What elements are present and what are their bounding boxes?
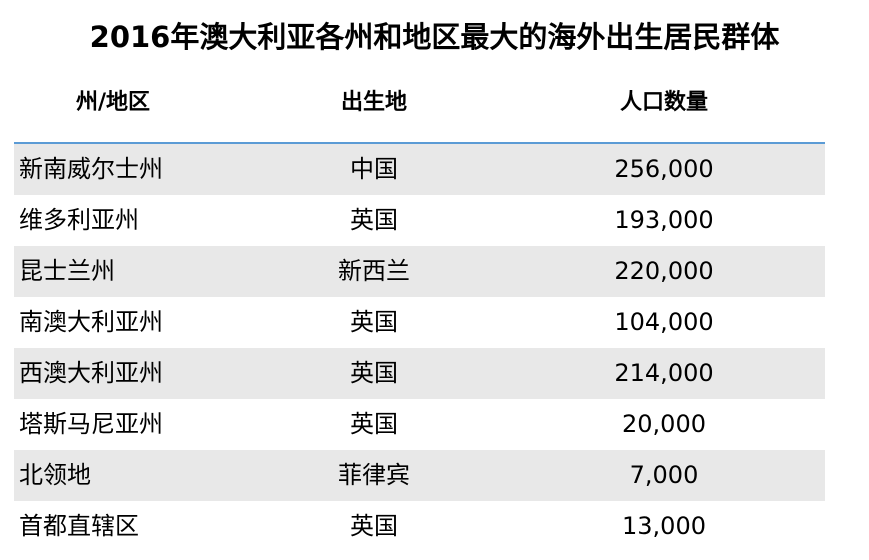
cell-population: 13,000 bbox=[622, 512, 706, 540]
cell-population: 220,000 bbox=[614, 257, 714, 285]
cell-birthplace: 新西兰 bbox=[338, 257, 410, 285]
table-row: 新南威尔士州 中国 256,000 bbox=[14, 144, 825, 195]
table-row: 西澳大利亚州 英国 214,000 bbox=[14, 348, 825, 399]
cell-region: 北领地 bbox=[19, 461, 91, 489]
header-population: 人口数量 bbox=[619, 90, 708, 115]
table-row: 维多利亚州 英国 193,000 bbox=[14, 195, 825, 246]
header-region: 州/地区 bbox=[76, 90, 151, 115]
cell-region: 维多利亚州 bbox=[19, 206, 139, 234]
cell-region: 塔斯马尼亚州 bbox=[19, 410, 163, 438]
cell-population: 104,000 bbox=[614, 308, 714, 336]
table-row: 北领地 菲律宾 7,000 bbox=[14, 450, 825, 501]
cell-region: 昆士兰州 bbox=[19, 257, 115, 285]
cell-population: 256,000 bbox=[614, 155, 714, 183]
cell-region: 南澳大利亚州 bbox=[19, 308, 163, 336]
header-birthplace: 出生地 bbox=[340, 90, 407, 115]
cell-birthplace: 英国 bbox=[350, 410, 398, 438]
cell-birthplace: 中国 bbox=[350, 155, 398, 183]
table-row: 南澳大利亚州 英国 104,000 bbox=[14, 297, 825, 348]
cell-birthplace: 菲律宾 bbox=[338, 461, 410, 489]
table-row: 首都直辖区 英国 13,000 bbox=[14, 501, 825, 552]
table-row: 塔斯马尼亚州 英国 20,000 bbox=[14, 399, 825, 450]
cell-region: 新南威尔士州 bbox=[19, 155, 163, 183]
cell-population: 20,000 bbox=[622, 410, 706, 438]
cell-birthplace: 英国 bbox=[350, 206, 398, 234]
cell-region: 首都直辖区 bbox=[19, 512, 139, 540]
cell-birthplace: 英国 bbox=[350, 512, 398, 540]
header-rule bbox=[14, 142, 825, 144]
cell-population: 7,000 bbox=[629, 461, 699, 489]
cell-population: 193,000 bbox=[614, 206, 714, 234]
cell-population: 214,000 bbox=[614, 359, 714, 387]
table-header: 州/地区 出生地 人口数量 bbox=[14, 84, 825, 120]
table-body: 新南威尔士州 中国 256,000 维多利亚州 英国 193,000 昆士兰州 新西兰 220,… bbox=[14, 144, 825, 552]
cell-birthplace: 英国 bbox=[350, 359, 398, 387]
table-row: 昆士兰州 新西兰 220,000 bbox=[14, 246, 825, 297]
cell-region: 西澳大利亚州 bbox=[19, 359, 163, 387]
table-title: 2016年澳大利亚各州和地区最大的海外出生居民群体 bbox=[89, 20, 780, 54]
cell-birthplace: 英国 bbox=[350, 308, 398, 336]
